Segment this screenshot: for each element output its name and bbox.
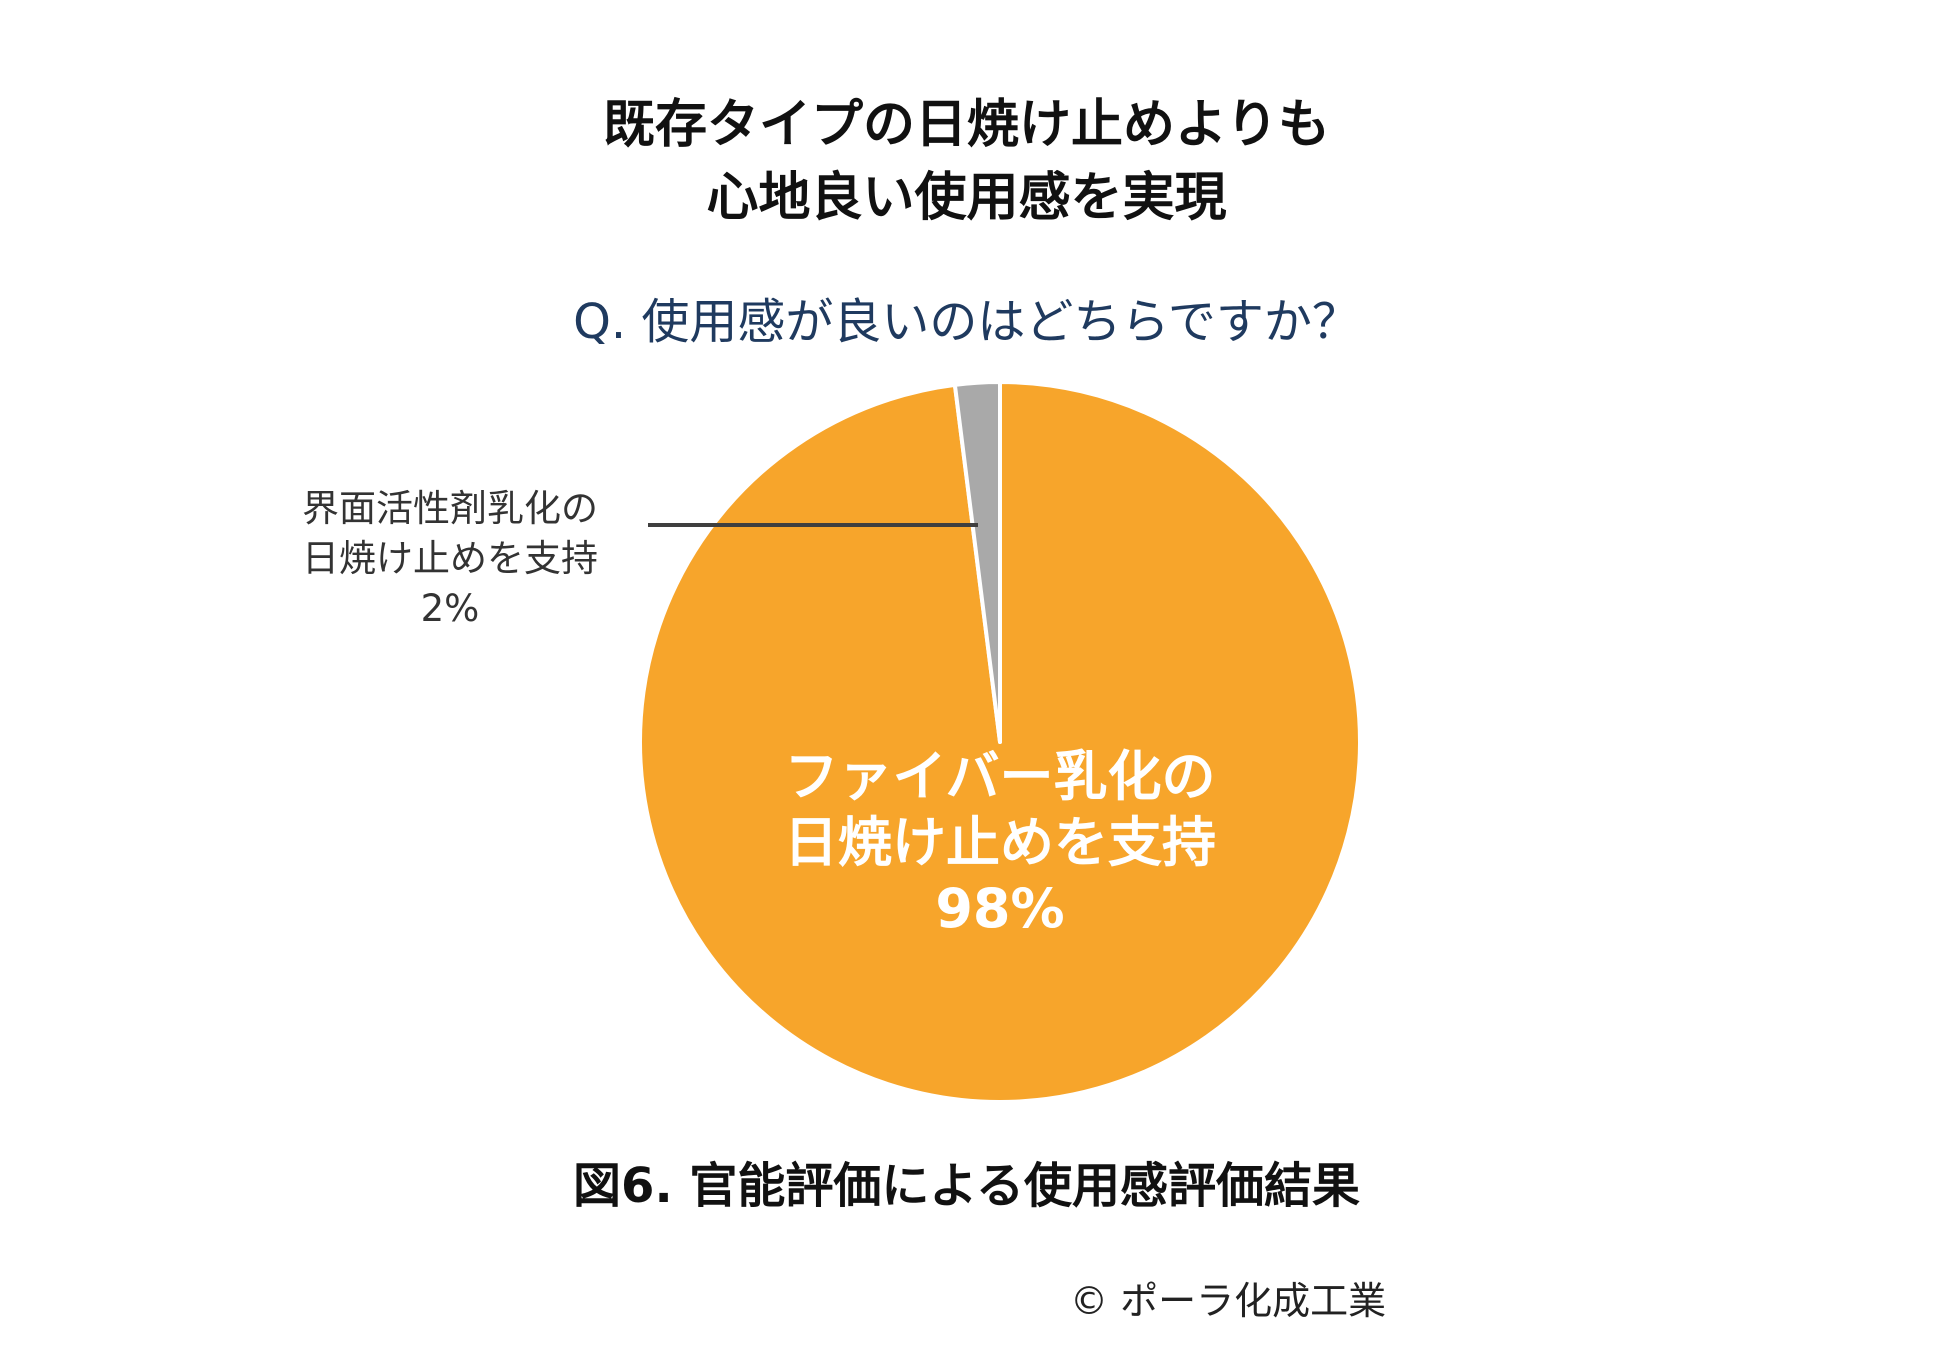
slice-label-surfactant-line-2: 日焼け止めを支持 — [302, 537, 598, 580]
chart-title-line-1: 既存タイプの日焼け止めよりも — [603, 95, 1330, 155]
slice-label-fiber-line-1: ファイバー乳化の — [784, 745, 1216, 808]
slice-label-surfactant: 界面活性剤乳化の 日焼け止めを支持 2% — [240, 484, 660, 634]
slice-label-surfactant-line-1: 界面活性剤乳化の — [302, 487, 598, 530]
slice-label-fiber: ファイバー乳化の 日焼け止めを支持 98% — [720, 744, 1280, 942]
pie-slice-surfactant — [952, 380, 1002, 744]
copyright-text: © ポーラ化成工業 — [1070, 1279, 1387, 1323]
chart-title-line-2: 心地良い使用感を実現 — [706, 168, 1227, 228]
slice-value-fiber: 98% — [935, 877, 1065, 940]
slice-value-surfactant: 2% — [420, 587, 480, 630]
pie-slices — [638, 380, 1363, 1104]
figure-caption: 図6. 官能評価による使用感評価結果 — [573, 1158, 1360, 1214]
slice-label-fiber-line-2: 日焼け止めを支持 — [784, 811, 1216, 874]
survey-question: Q. 使用感が良いのはどちらですか？ — [573, 294, 1360, 350]
